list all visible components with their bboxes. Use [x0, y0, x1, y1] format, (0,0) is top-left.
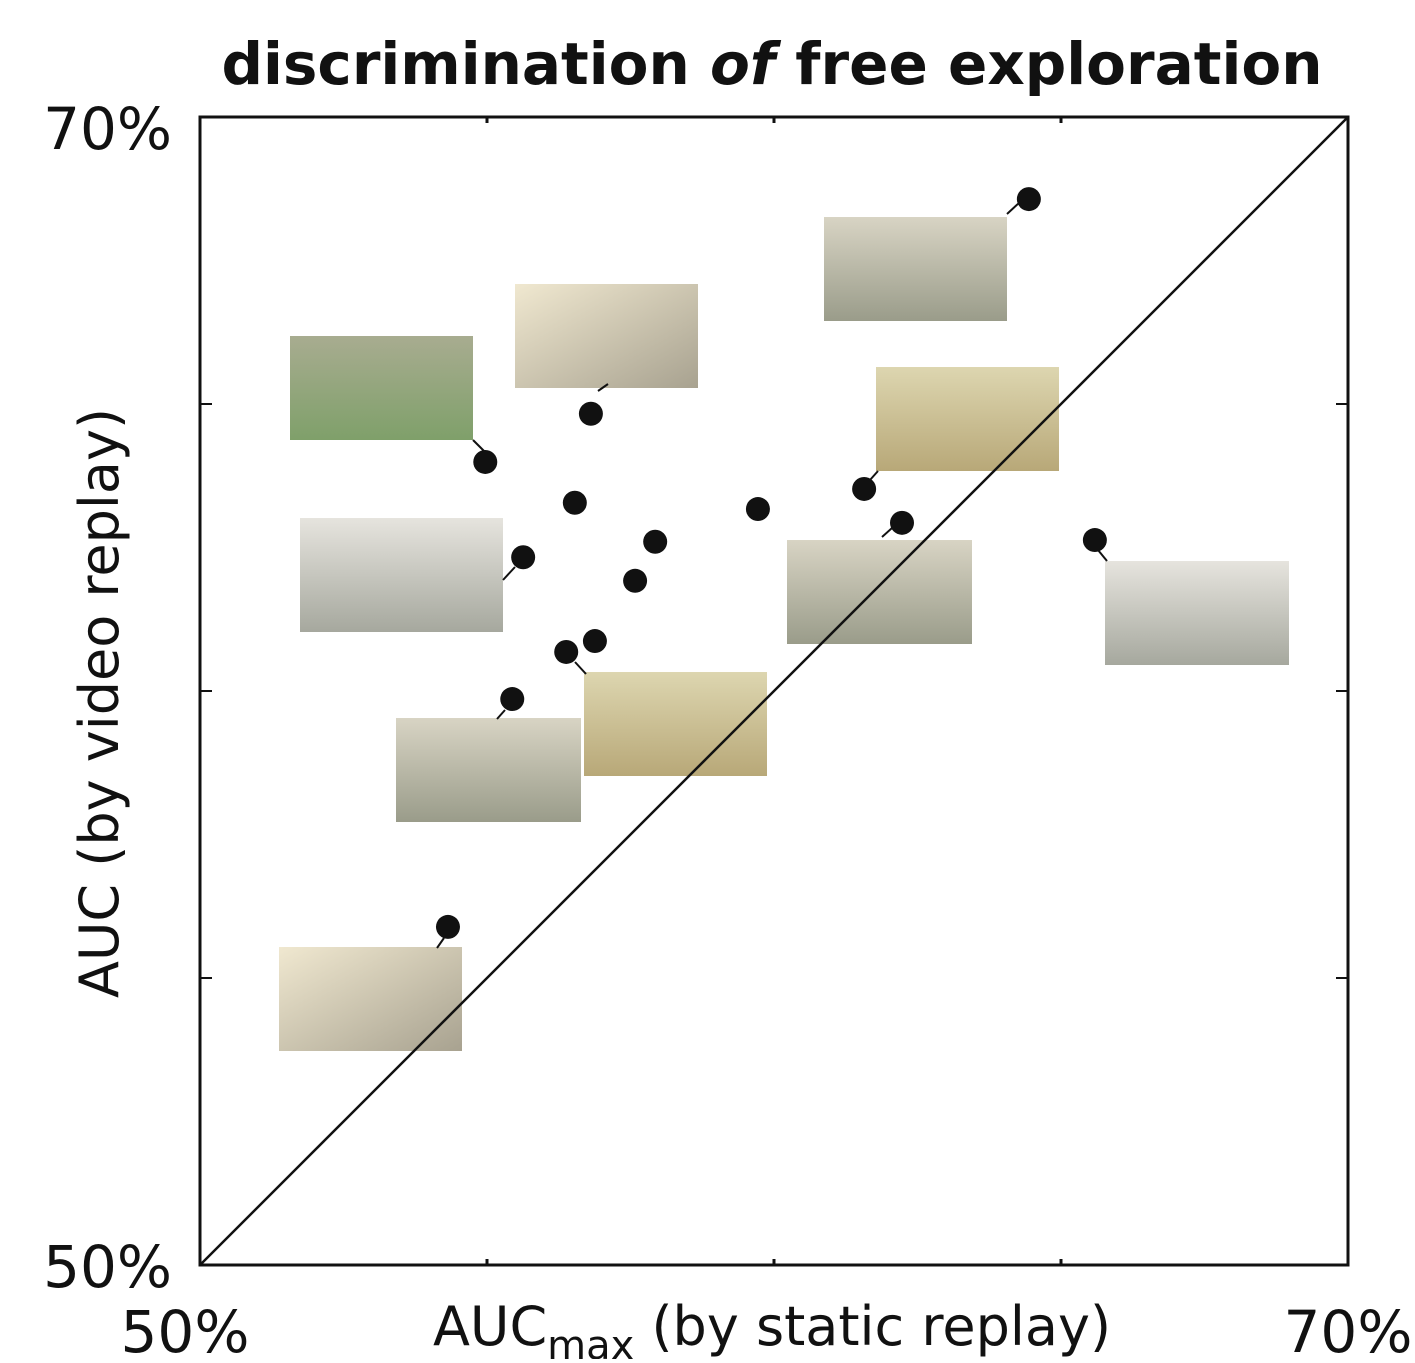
title-part: free exploration [795, 30, 1322, 98]
title-part: discrimination [222, 30, 690, 98]
data-point [852, 477, 876, 501]
leader-line [575, 662, 586, 674]
x-tick-label: 50% [121, 1298, 250, 1359]
data-point [623, 569, 647, 593]
data-point [511, 545, 535, 569]
diagonal-line [200, 117, 1348, 1265]
data-point [583, 629, 607, 653]
thumbnails [279, 202, 1289, 1051]
leader-line [1098, 550, 1107, 561]
data-point [500, 687, 524, 711]
thumbnail [787, 540, 972, 644]
chart: discrimination of free exploration AUCma… [0, 0, 1415, 1359]
y-tick-label: 50% [43, 1233, 172, 1301]
thumbnail [876, 367, 1059, 471]
data-point [746, 497, 770, 521]
thumbnail [279, 947, 462, 1051]
x-axis-label: AUCmax (by static replay) [433, 1295, 1111, 1359]
x-tick-label: 70% [1284, 1298, 1413, 1359]
leader-line [437, 938, 444, 948]
data-point [579, 402, 603, 426]
title-part: of [710, 30, 782, 98]
thumbnail [396, 718, 581, 822]
thumbnail [300, 518, 503, 632]
data-point [643, 530, 667, 554]
data-point [1083, 528, 1107, 552]
x-label-main: AUC [433, 1295, 547, 1358]
data-point [554, 640, 578, 664]
data-point [1017, 187, 1041, 211]
y-axis-label: AUC (by video replay) [68, 408, 131, 998]
chart-title: discrimination of free exploration [222, 30, 1323, 98]
x-label-rest: (by static replay) [634, 1295, 1111, 1358]
leader-line [497, 710, 505, 719]
y-tick-label: 70% [43, 95, 172, 163]
leader-line [882, 528, 892, 537]
thumbnail [1105, 561, 1289, 665]
data-point [436, 915, 460, 939]
x-label-subscript: max [547, 1323, 634, 1359]
leader-line [870, 471, 878, 480]
thumbnail [824, 217, 1007, 321]
data-point [890, 511, 914, 535]
data-point [563, 491, 587, 515]
leader-line [503, 567, 515, 580]
thumbnail [290, 336, 473, 440]
thumbnail [515, 284, 698, 388]
data-point [473, 450, 497, 474]
